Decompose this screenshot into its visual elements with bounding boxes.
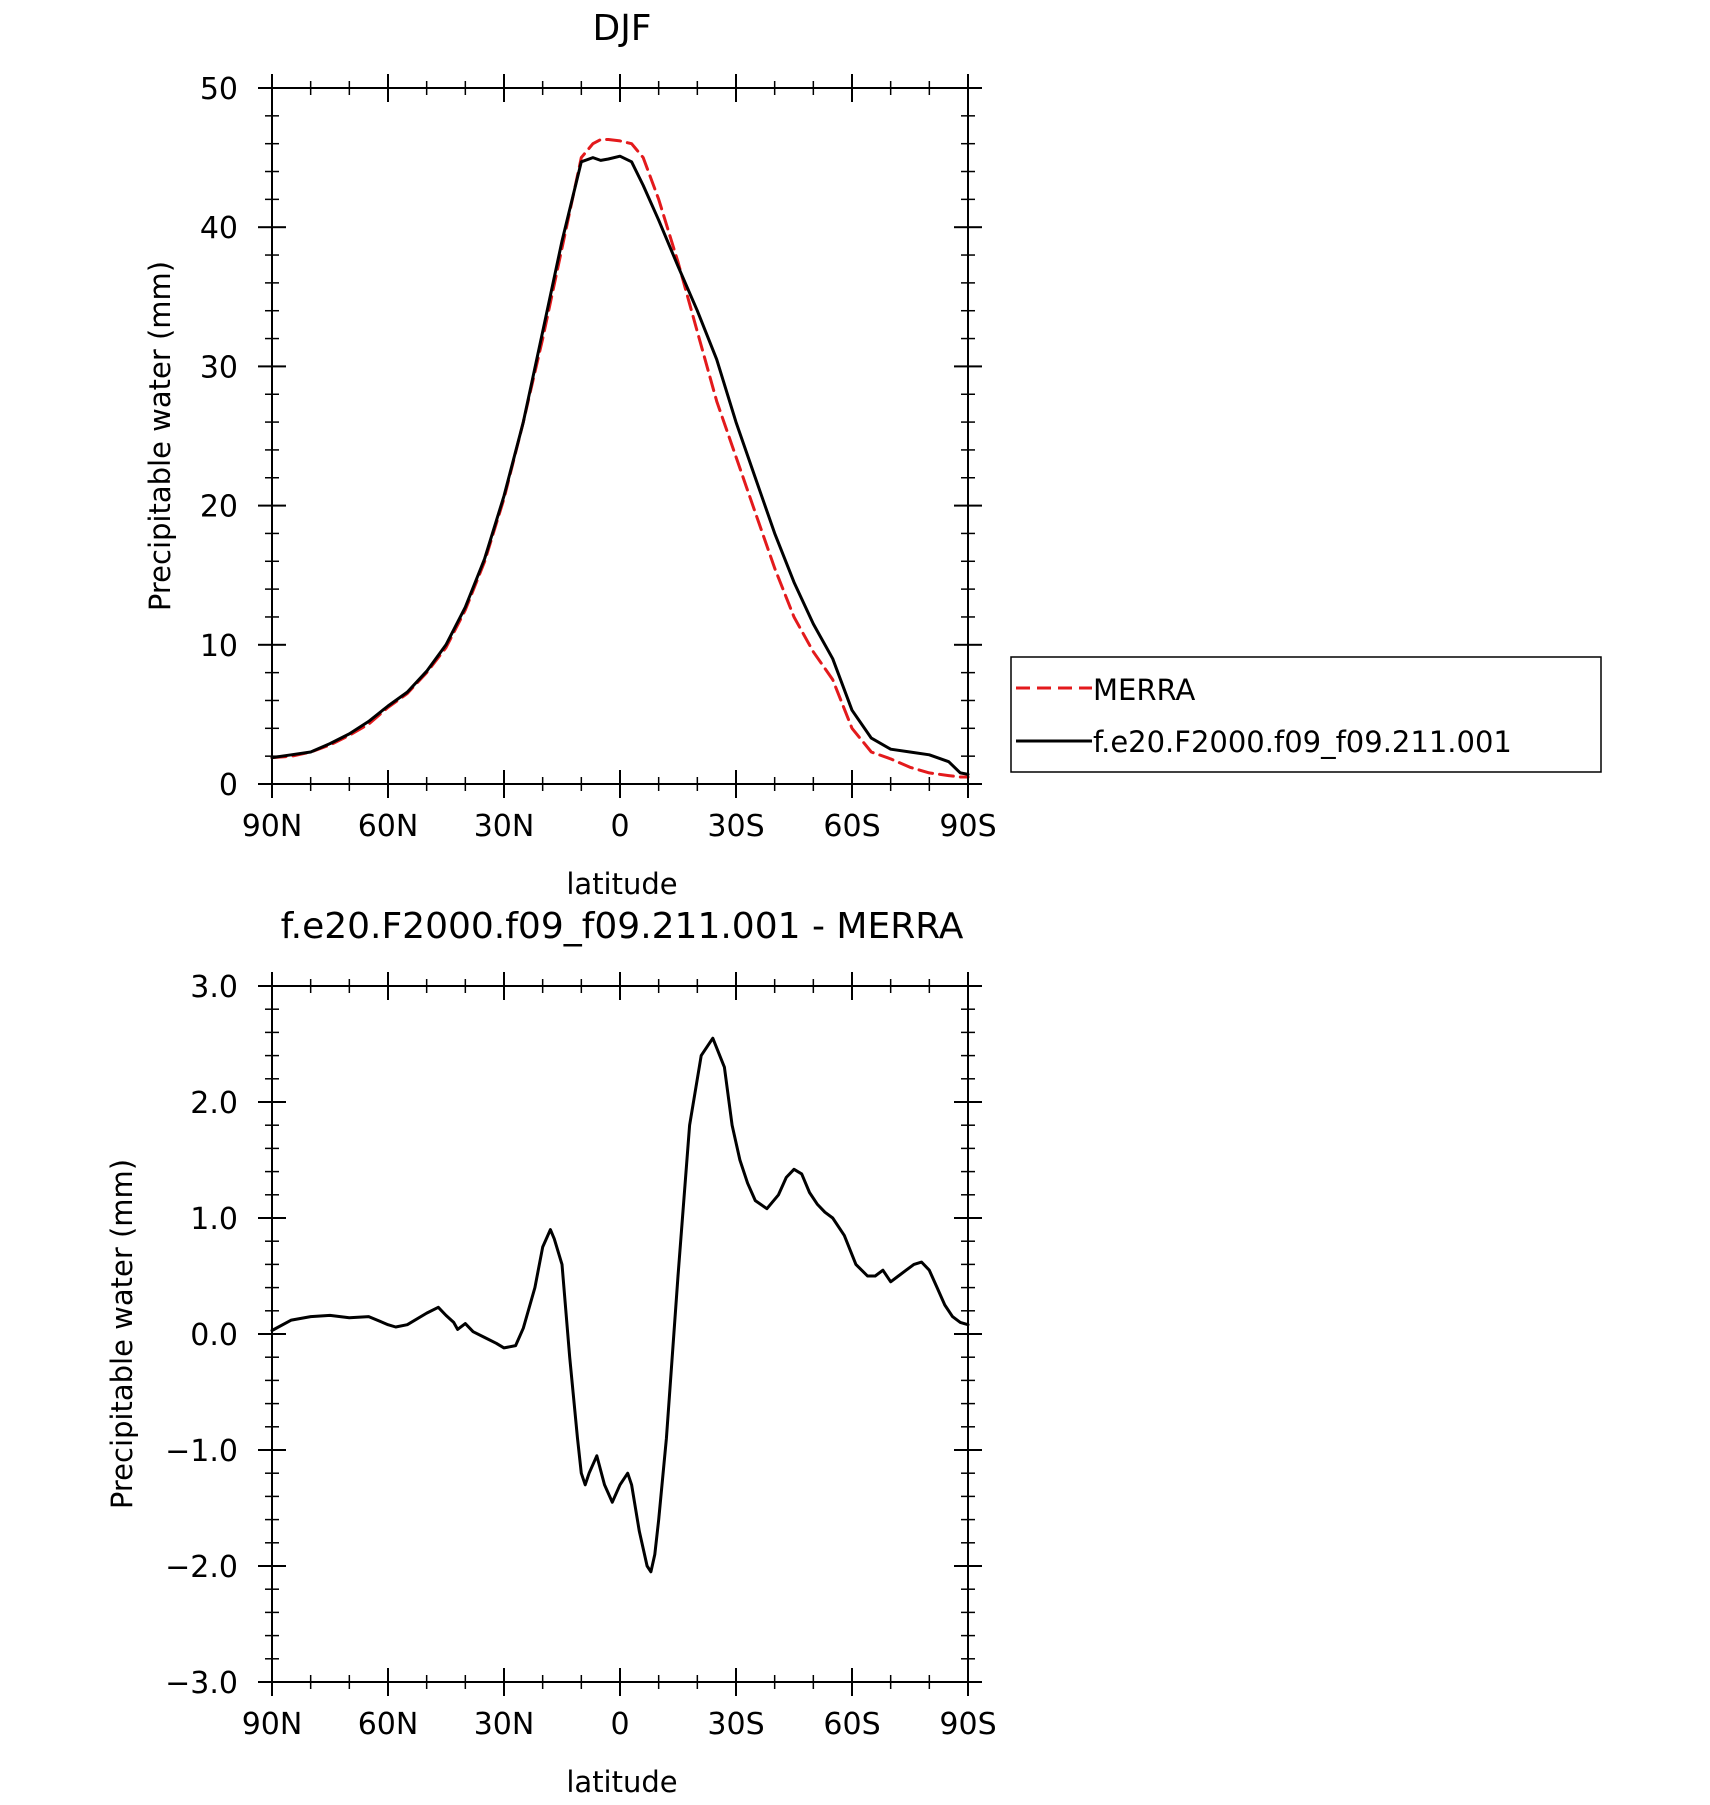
- top-y-tick-label: 30: [200, 350, 238, 385]
- top-chart-title: DJF: [592, 8, 651, 49]
- bottom-plot-frame: [271, 985, 969, 1683]
- bottom-panel: f.e20.F2000.f09_f09.211.001 - MERRA 90N 6…: [105, 906, 997, 1799]
- bottom-y-tick-label: 0.0: [190, 1318, 238, 1353]
- bottom-y-axis-label: Precipitable water (mm): [105, 1159, 139, 1509]
- bottom-x-tick-label: 60S: [823, 1707, 880, 1742]
- bottom-x-axis-label: latitude: [566, 1765, 677, 1799]
- top-x-tick-label: 90S: [939, 809, 996, 844]
- bottom-x-tick-label: 60N: [358, 1707, 419, 1742]
- bottom-x-tick-label: 90N: [242, 1707, 303, 1742]
- legend-box: [1010, 656, 1602, 773]
- bottom-x-tick-label: 30N: [474, 1707, 535, 1742]
- bottom-y-tick-label: 3.0: [190, 970, 238, 1005]
- top-x-tick-label: 60S: [823, 809, 880, 844]
- top-x-tick-label: 60N: [358, 809, 419, 844]
- top-panel: DJF 90N 60N 30N 0 30S 60S 90S 0 10 20 30 40 50 latit…: [143, 8, 1602, 901]
- bottom-y-tick-label: 2.0: [190, 1086, 238, 1121]
- bottom-x-tick-label: 0: [610, 1707, 629, 1742]
- bottom-x-tick-label: 30S: [707, 1707, 764, 1742]
- top-series-line-1: [270, 154, 970, 776]
- top-y-tick-label: 20: [200, 490, 238, 525]
- top-plot-frame: [271, 87, 969, 785]
- top-y-tick-label: 0: [219, 768, 238, 803]
- top-series-line-0: [270, 138, 970, 779]
- bottom-series-lines: [270, 1036, 970, 1574]
- legend-label-model: f.e20.F2000.f09_f09.211.001: [1093, 725, 1512, 759]
- top-x-axis-label: latitude: [566, 867, 677, 901]
- bottom-axis-ticks: 90N 60N 30N 0 30S 60S 90S 3.0 2.0 1.0 0.0 −1.0 −2.0 −…: [165, 970, 996, 1742]
- top-y-tick-label: 10: [200, 629, 238, 664]
- top-axis-ticks: 90N 60N 30N 0 30S 60S 90S 0 10 20 30 40 50: [200, 72, 997, 844]
- top-y-axis-label: Precipitable water (mm): [143, 261, 177, 611]
- bottom-x-tick-label: 90S: [939, 1707, 996, 1742]
- top-x-tick-label: 30S: [707, 809, 764, 844]
- top-x-tick-label: 0: [610, 809, 629, 844]
- bottom-y-tick-label: −2.0: [165, 1550, 238, 1585]
- top-x-tick-label: 90N: [242, 809, 303, 844]
- bottom-y-tick-label: 1.0: [190, 1202, 238, 1237]
- top-series-lines: [270, 138, 970, 779]
- bottom-y-tick-label: −1.0: [165, 1434, 238, 1469]
- bottom-y-tick-label: −3.0: [165, 1666, 238, 1701]
- legend: MERRA f.e20.F2000.f09_f09.211.001: [1010, 656, 1602, 773]
- top-y-tick-label: 50: [200, 72, 238, 107]
- bottom-series-line-0: [270, 1036, 970, 1574]
- bottom-chart-title: f.e20.F2000.f09_f09.211.001 - MERRA: [281, 906, 964, 947]
- legend-label-merra: MERRA: [1093, 673, 1195, 707]
- top-x-tick-label: 30N: [474, 809, 535, 844]
- top-y-tick-label: 40: [200, 211, 238, 246]
